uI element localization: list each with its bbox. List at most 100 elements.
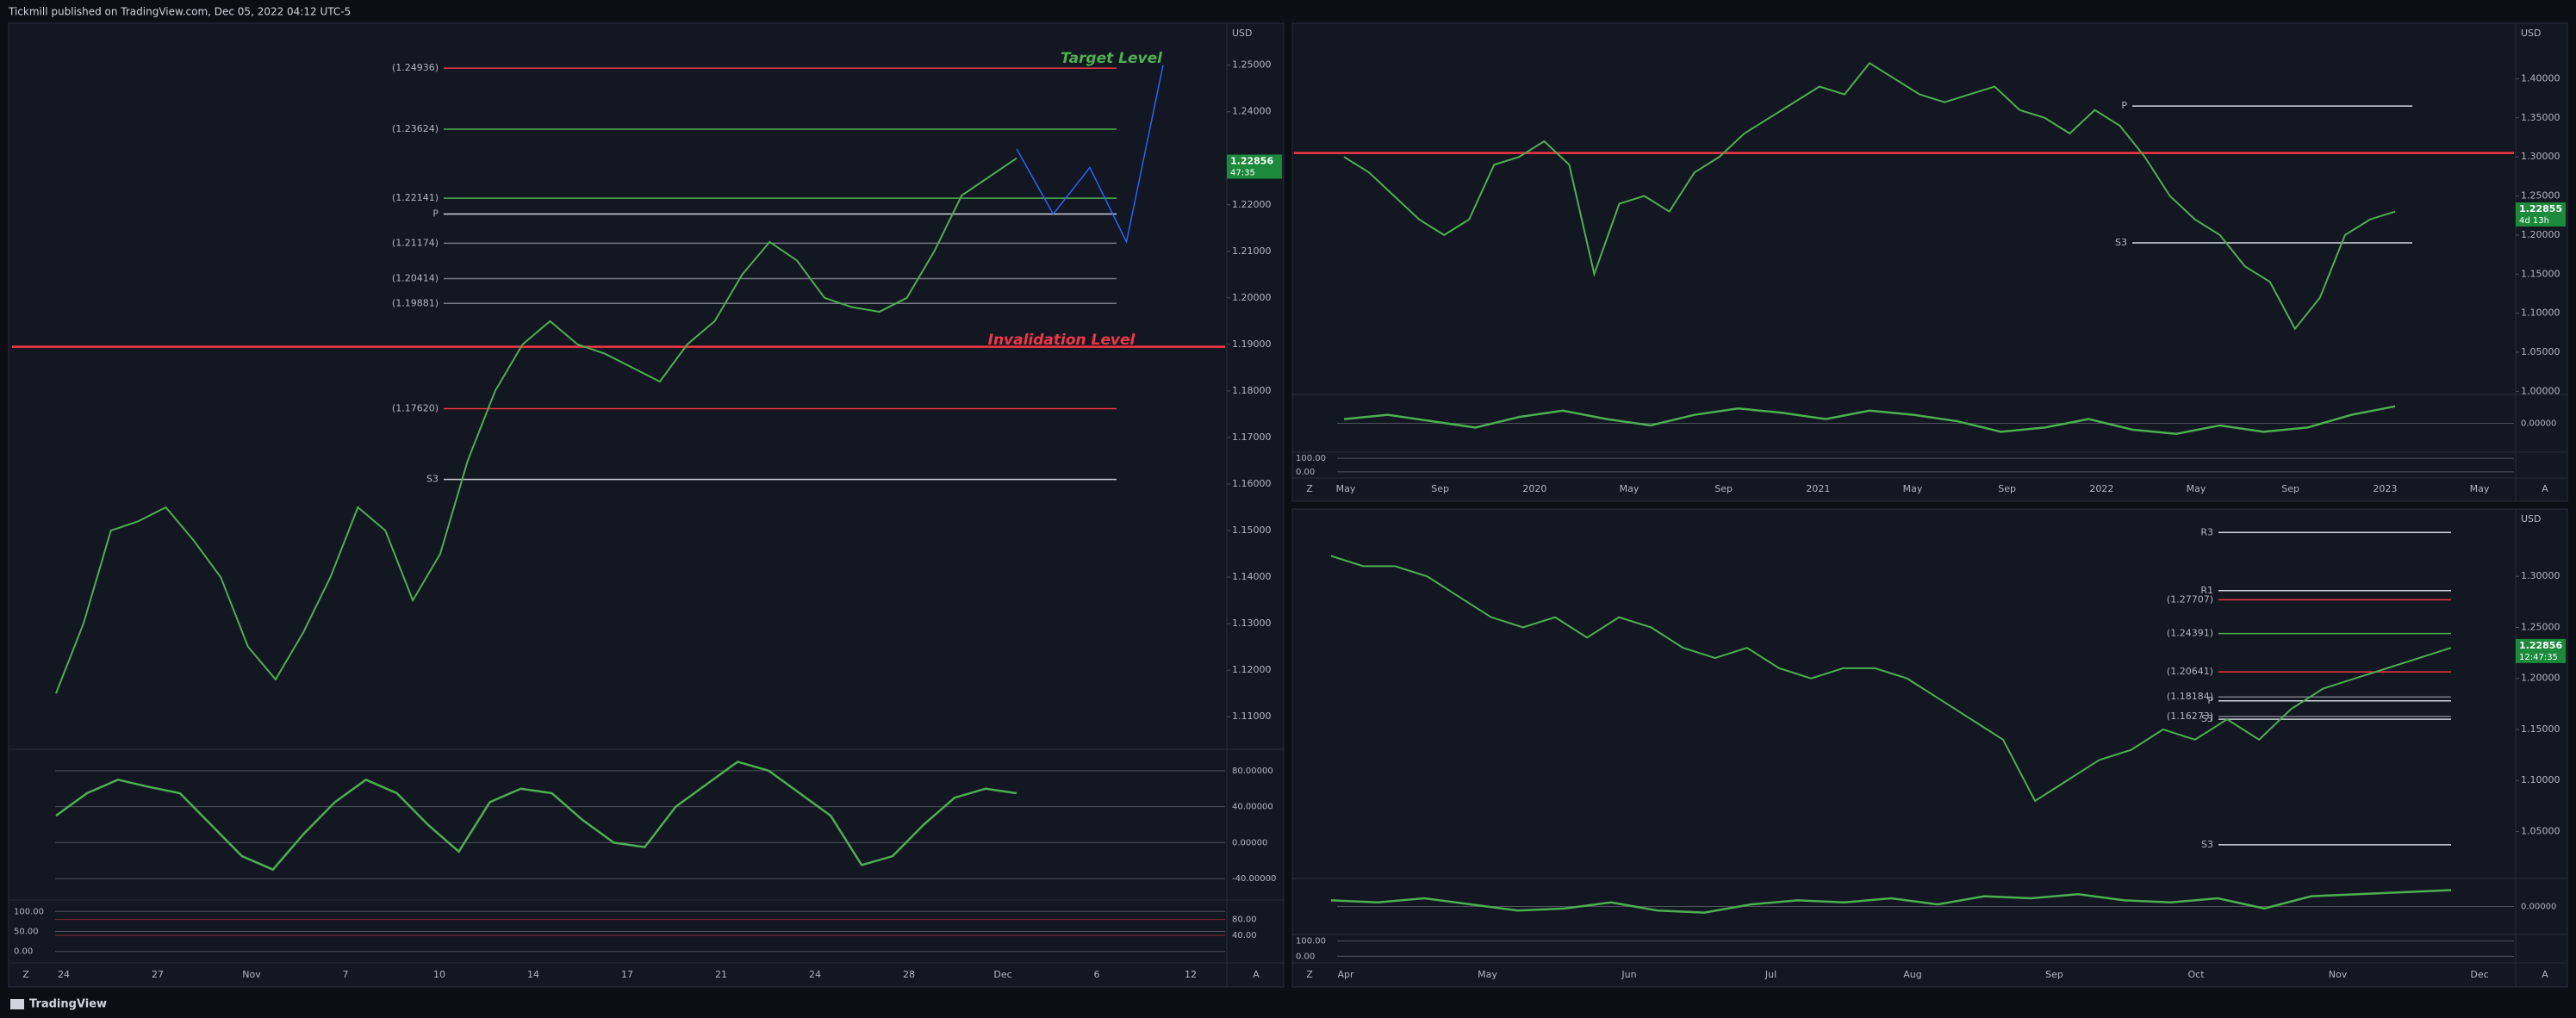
price-tag: [1227, 154, 1282, 179]
price-line: [1330, 555, 2452, 803]
currency-label: USD: [2521, 513, 2542, 525]
osc-tick-label: 0.00000: [1232, 838, 1267, 847]
time-label: Sep: [1998, 483, 2016, 494]
osc-tick-label: -40.00000: [1232, 874, 1276, 884]
price-tick-label: 1.25000: [2521, 190, 2560, 202]
price-tick-label: 1.30000: [2521, 151, 2560, 162]
level-label: S3: [2115, 237, 2127, 248]
time-label: Jul: [1764, 969, 1776, 980]
price-tick-label: 1.19000: [1232, 338, 1272, 350]
projection-path: [1016, 65, 1164, 245]
price-tick-label: 1.15000: [2521, 268, 2560, 279]
osc-tick-label: 100.00: [1296, 937, 1326, 947]
panel-frame: [1291, 508, 2568, 988]
time-label: Oct: [2187, 969, 2205, 980]
price-tick-label: 1.10000: [2521, 307, 2560, 319]
time-label: Sep: [1431, 483, 1449, 494]
osc-tick-label: 0.00: [1296, 468, 1315, 477]
time-label: 2023: [2373, 483, 2397, 494]
price-tag-countdown: 47:35: [1230, 168, 1255, 177]
time-label: Nov: [242, 969, 261, 980]
level-label: (1.27707): [2167, 593, 2213, 605]
time-label: May: [1903, 483, 1923, 494]
time-label: 7: [343, 969, 349, 980]
osc-tick-label: 0.00000: [2521, 419, 2556, 429]
corner-button: A: [2542, 483, 2548, 494]
price-tick-label: 1.05000: [2521, 825, 2560, 836]
price-tick-label: 1.24000: [1232, 106, 1272, 117]
time-label: Nov: [2329, 969, 2348, 980]
price-tick-label: 1.10000: [2521, 774, 2560, 785]
price-tick-label: 1.05000: [2521, 346, 2560, 357]
price-tick-label: 1.21000: [1232, 245, 1272, 257]
price-tick-label: 1.12000: [1232, 664, 1272, 675]
price-tick-label: 1.13000: [1232, 618, 1272, 629]
time-label: 2021: [1806, 483, 1830, 494]
level-label: P: [432, 208, 439, 220]
level-label: R3: [2200, 526, 2213, 537]
time-label: Dec: [993, 969, 1011, 980]
level-label: P: [2207, 695, 2213, 706]
time-label: Sep: [1714, 483, 1733, 494]
time-label: Apr: [1337, 969, 1354, 980]
level-label: P: [2121, 100, 2127, 111]
price-tick-label: 1.22000: [1232, 199, 1272, 210]
osc-tick-label: 0.00000: [2521, 903, 2556, 912]
time-label: May: [1478, 969, 1497, 980]
price-tick-label: 1.25000: [1232, 59, 1272, 71]
level-label: S3: [2201, 713, 2213, 724]
annotation: Invalidation Level: [988, 332, 1136, 349]
price-tick-label: 1.17000: [1232, 431, 1272, 443]
osc-tick-label: 0.00: [1296, 952, 1315, 961]
price-tag: [2516, 638, 2566, 663]
price-tag-countdown: 4d 13h: [2519, 216, 2549, 226]
currency-label: USD: [1232, 28, 1253, 39]
price-tick-label: 1.00000: [2521, 385, 2560, 396]
price-line: [1343, 61, 2396, 331]
price-tag-label: 1.22856: [1230, 155, 1273, 166]
price-tag-label: 1.22856: [2519, 640, 2562, 651]
level-label: (1.17620): [392, 402, 439, 413]
price-line: [55, 157, 1017, 694]
level-label: (1.23624): [392, 123, 439, 134]
time-label: Sep: [2281, 483, 2299, 494]
level-label: (1.24936): [392, 62, 439, 73]
osc-tick-label: 40.00: [1232, 931, 1257, 940]
time-label: 2020: [1522, 483, 1546, 494]
panel-frame: [1291, 22, 2568, 502]
currency-label: USD: [2521, 28, 2542, 39]
time-label: Jun: [1621, 969, 1636, 980]
level-label: S3: [2201, 839, 2213, 850]
price-tick-label: 1.20000: [2521, 229, 2560, 240]
level-label: (1.21174): [392, 237, 439, 248]
corner-button: Z: [22, 969, 29, 980]
time-label: 27: [152, 969, 164, 980]
time-label: May: [1620, 483, 1640, 494]
brand-logo: [10, 999, 24, 1009]
time-label: 10: [433, 969, 445, 980]
time-label: 28: [903, 969, 915, 980]
price-tick-label: 1.14000: [1232, 571, 1272, 582]
price-tag-countdown: 12:47:35: [2519, 653, 2558, 662]
level-label: S3: [426, 474, 439, 485]
osc-tick-label: 100.00: [1296, 454, 1326, 463]
osc-tick-label: 40.00000: [1232, 803, 1273, 812]
level-label: (1.22141): [392, 192, 439, 203]
time-label: Dec: [2470, 969, 2488, 980]
time-label: 24: [809, 969, 821, 980]
time-label: May: [2470, 483, 2490, 494]
corner-button: A: [2542, 969, 2548, 980]
level-label: R1: [2200, 585, 2213, 596]
level-label: (1.19881): [392, 297, 439, 308]
price-tag: [2516, 202, 2566, 227]
oscillator-line: [1330, 889, 2452, 914]
time-label: 6: [1094, 969, 1100, 980]
annotation: Target Level: [1061, 50, 1163, 67]
price-tick-label: 1.15000: [2521, 723, 2560, 735]
level-label: (1.20641): [2167, 666, 2213, 677]
header-title: Tickmill published on TradingView.com, D…: [8, 6, 351, 18]
time-label: 17: [621, 969, 633, 980]
price-tick-label: 1.16000: [1232, 478, 1272, 489]
price-tick-label: 1.20000: [2521, 673, 2560, 684]
